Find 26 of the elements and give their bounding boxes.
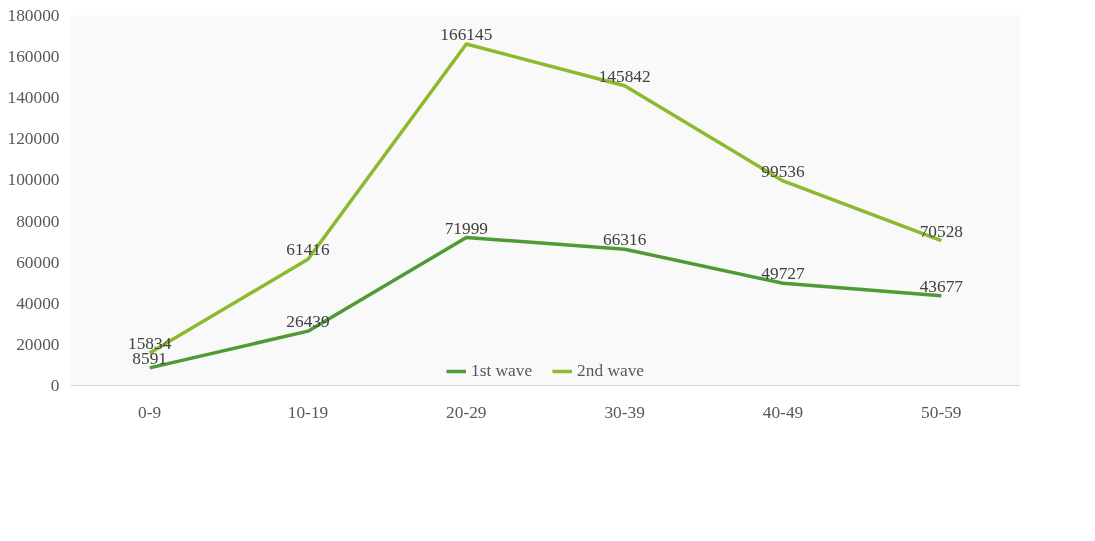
- y-tick-label: 140000: [7, 88, 60, 108]
- y-tick-label: 160000: [7, 47, 60, 67]
- x-tick-label: 40-49: [762, 402, 804, 422]
- x-tick-label: 20-29: [446, 402, 487, 422]
- y-tick-label: 80000: [16, 211, 60, 231]
- data-label: 8591: [132, 348, 167, 368]
- data-label: 166145: [440, 24, 493, 44]
- data-label: 66316: [603, 230, 647, 250]
- legend-label: 2nd wave: [577, 361, 645, 381]
- y-tick-label: 20000: [16, 334, 60, 354]
- x-tick-label: 0-9: [138, 402, 162, 422]
- x-tick-label: 10-19: [287, 402, 329, 422]
- x-tick-label: 50-59: [921, 402, 962, 422]
- data-label: 43677: [919, 276, 964, 296]
- y-tick-label: 100000: [7, 170, 60, 190]
- y-tick-label: 0: [50, 376, 60, 395]
- x-tick-label: 30-39: [604, 402, 645, 422]
- data-label: 145842: [598, 66, 651, 86]
- data-label: 70528: [919, 221, 963, 241]
- y-tick-label: 40000: [16, 293, 60, 313]
- y-tick-label: 180000: [7, 6, 60, 25]
- data-label: 49727: [761, 264, 805, 284]
- y-tick-label: 120000: [7, 129, 60, 149]
- y-tick-label: 60000: [16, 252, 60, 272]
- data-label: 71999: [444, 218, 488, 238]
- legend-label: 1st wave: [470, 361, 533, 381]
